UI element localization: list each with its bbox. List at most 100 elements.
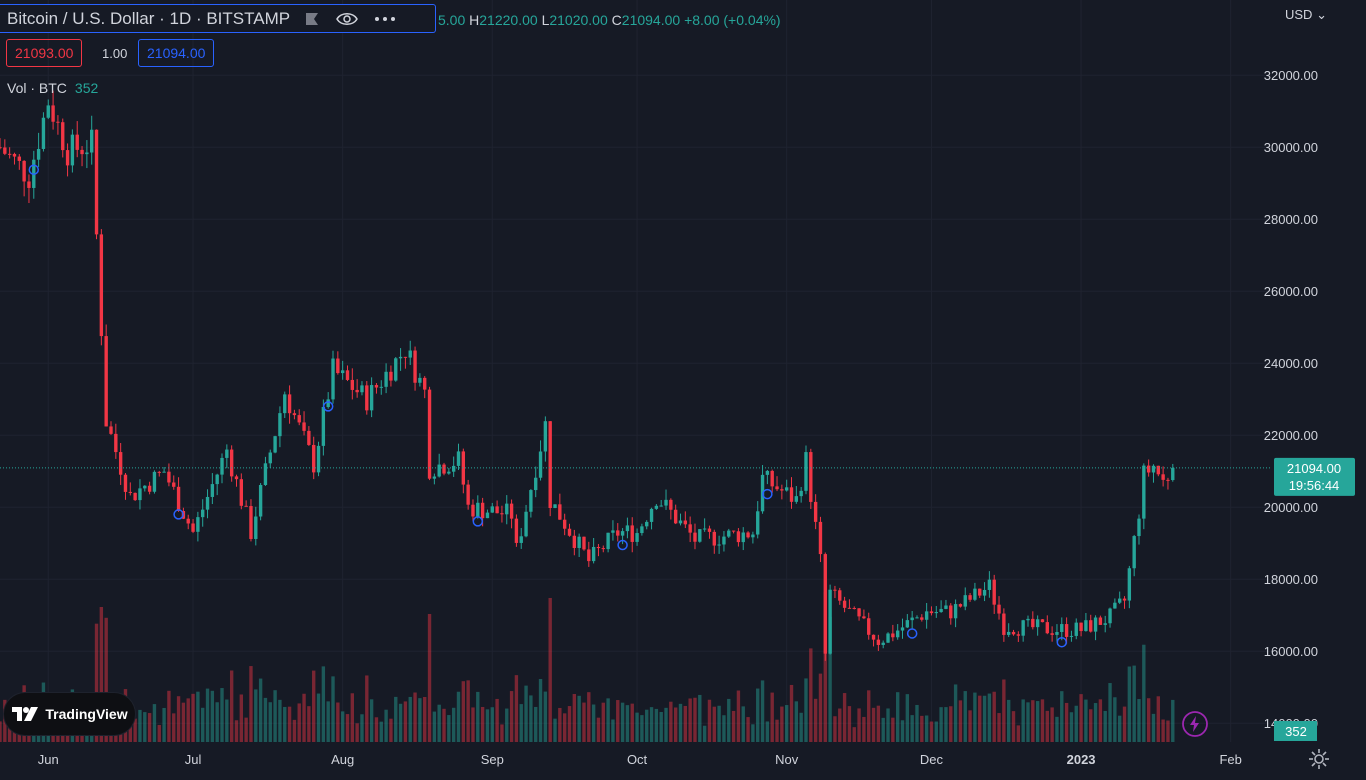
volume-bar xyxy=(606,698,610,742)
last-price-label[interactable]: 21094.00 19:56:44 xyxy=(1274,457,1355,496)
event-marker[interactable] xyxy=(617,539,628,551)
candle-body xyxy=(770,470,774,487)
volume-bar xyxy=(862,716,866,742)
volume-bar xyxy=(273,690,277,742)
flag-icon[interactable] xyxy=(304,11,320,27)
event-marker[interactable] xyxy=(472,516,484,527)
volume-bar xyxy=(784,705,789,742)
price-axis[interactable]: 32000.00 30000.00 28000.00 26000.00 24000.00… xyxy=(1264,68,1318,731)
candle-body xyxy=(727,530,731,537)
event-marker[interactable] xyxy=(762,488,773,500)
candle-body xyxy=(437,464,441,477)
candle-body xyxy=(949,605,953,619)
volume-legend[interactable]: Vol · BTC 352 xyxy=(7,80,98,96)
volume-bar xyxy=(978,695,982,742)
candle-body xyxy=(254,516,258,539)
eye-icon[interactable] xyxy=(336,11,358,27)
candle-body xyxy=(968,595,972,600)
volume-bar xyxy=(201,707,205,742)
candle-body xyxy=(1084,620,1088,632)
event-marker[interactable] xyxy=(322,401,334,412)
candle-body xyxy=(852,608,856,610)
more-icon[interactable] xyxy=(374,15,396,23)
time-axis[interactable]: Jun Jul Aug Sep Oct Nov Dec 2023 Feb xyxy=(38,752,1242,767)
gear-icon[interactable] xyxy=(1307,747,1331,771)
currency-selector[interactable]: USD ⌄ xyxy=(1285,7,1327,23)
candle-body xyxy=(953,604,958,619)
symbol-header[interactable]: Bitcoin / U.S. Dollar · 1D · BITSTAMP xyxy=(0,4,436,33)
dividend-markers xyxy=(28,164,1068,648)
candle-body xyxy=(784,487,789,491)
sell-button[interactable]: 21093.00 xyxy=(6,39,83,67)
lightning-icon[interactable] xyxy=(1182,711,1208,737)
candle-body xyxy=(1108,608,1112,624)
candle-body xyxy=(152,471,157,492)
volume-bar xyxy=(673,707,678,742)
volume-bar xyxy=(451,707,456,742)
candle-body xyxy=(263,463,268,486)
candle-body xyxy=(538,451,543,478)
candle-body xyxy=(645,521,649,527)
event-marker[interactable] xyxy=(906,628,918,639)
candle-body xyxy=(813,501,818,522)
volume-bar xyxy=(413,692,417,742)
volume-bar xyxy=(944,707,948,742)
candle-body xyxy=(1137,518,1141,537)
volume-axis-value: 352 xyxy=(1285,724,1307,739)
volume-bar xyxy=(0,721,2,742)
volume-bar xyxy=(823,592,827,742)
volume-bar xyxy=(461,681,466,742)
volume-bar xyxy=(1011,711,1016,742)
candle-body xyxy=(143,485,147,489)
volume-bar xyxy=(398,703,403,742)
volume-bar xyxy=(799,712,803,742)
volume-legend-value: 352 xyxy=(74,80,99,96)
volume-bar xyxy=(1146,698,1151,742)
candle-body xyxy=(731,530,736,532)
candle-body xyxy=(350,379,355,390)
event-marker[interactable] xyxy=(1056,636,1068,648)
volume-bar xyxy=(968,710,972,742)
volume-bar xyxy=(1161,719,1165,742)
x-tick-label: Dec xyxy=(920,752,944,767)
volume-bar xyxy=(717,705,721,742)
candle-body xyxy=(234,476,239,480)
volume-bar xyxy=(553,718,557,742)
event-marker[interactable] xyxy=(28,164,40,175)
candle-body xyxy=(1113,602,1117,609)
candle-body xyxy=(591,546,596,562)
candle-body xyxy=(596,546,601,549)
volume-bar xyxy=(514,675,519,742)
volume-bar xyxy=(234,720,239,742)
candle-body xyxy=(818,521,823,555)
candle-body xyxy=(654,505,659,509)
candle-body xyxy=(886,633,890,643)
volume-bar xyxy=(702,725,707,742)
volume-bar xyxy=(625,705,630,742)
volume-bar xyxy=(239,694,244,742)
symbol-title[interactable]: Bitcoin / U.S. Dollar · 1D · BITSTAMP xyxy=(7,8,291,28)
tradingview-logo-badge[interactable]: TradingView xyxy=(4,693,135,735)
candle-body xyxy=(326,399,330,407)
candle-body xyxy=(567,528,572,536)
volume-bar xyxy=(934,721,938,742)
y-tick-label: 30000.00 xyxy=(1264,140,1318,155)
volume-bar xyxy=(307,706,311,742)
volume-bar xyxy=(727,698,731,742)
candle-body xyxy=(649,508,654,522)
candle-body xyxy=(249,506,253,539)
candle-body xyxy=(765,470,770,475)
candle-body xyxy=(283,394,287,414)
volume-bar xyxy=(152,704,157,742)
candle-body xyxy=(456,451,461,466)
event-marker[interactable] xyxy=(173,509,184,520)
buy-button[interactable]: 21094.00 xyxy=(138,39,215,67)
volume-bar xyxy=(500,724,504,742)
candle-body xyxy=(1074,622,1078,636)
volume-bar xyxy=(471,707,475,742)
volume-bar xyxy=(635,712,639,742)
volume-bar xyxy=(229,670,234,742)
candle-body xyxy=(1118,598,1122,603)
high-key: H xyxy=(469,12,480,28)
